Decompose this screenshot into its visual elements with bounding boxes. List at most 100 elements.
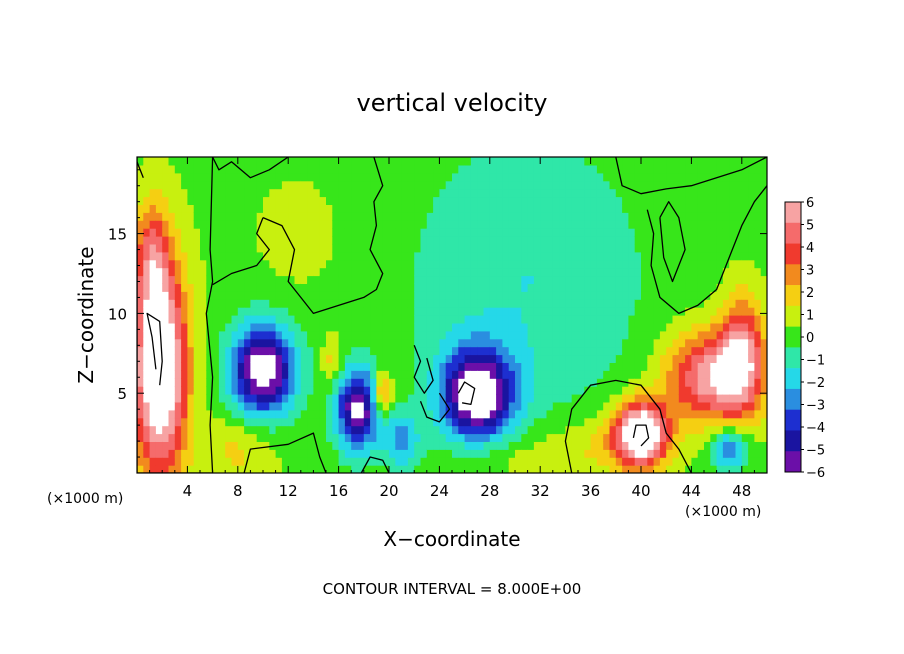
heatmap-cell — [748, 362, 755, 371]
heatmap-cell — [483, 409, 491, 419]
heatmap-cell — [596, 441, 604, 450]
heatmap-cell — [407, 449, 415, 458]
heatmap-cell — [414, 457, 422, 466]
heatmap-cell — [200, 465, 207, 473]
heatmap-cell — [578, 417, 585, 427]
heatmap-cell — [754, 417, 762, 427]
heatmap-cell — [363, 315, 371, 324]
heatmap-cell — [269, 228, 277, 237]
heatmap-cell — [722, 338, 730, 348]
heatmap-cell — [338, 370, 346, 379]
heatmap-cell — [571, 243, 579, 253]
heatmap-cell — [452, 291, 459, 300]
heatmap-cell — [540, 322, 548, 332]
heatmap-cell — [458, 307, 466, 316]
heatmap-cell — [244, 417, 251, 427]
heatmap-cell — [269, 417, 277, 427]
heatmap-cell — [521, 362, 529, 371]
heatmap-cell — [464, 220, 472, 229]
heatmap-cell — [571, 275, 579, 284]
heatmap-cell — [401, 322, 409, 332]
heatmap-cell — [445, 315, 453, 324]
heatmap-cell — [666, 315, 674, 324]
heatmap-cell — [666, 449, 674, 458]
heatmap-cell — [678, 433, 686, 442]
heatmap-cell — [168, 386, 176, 395]
heatmap-cell — [269, 354, 277, 363]
heatmap-cell — [496, 299, 503, 308]
heatmap-cell — [363, 330, 371, 340]
heatmap-cell — [162, 338, 170, 348]
heatmap-cell — [647, 275, 655, 284]
heatmap-cell — [464, 307, 472, 316]
heatmap-cell — [483, 441, 491, 450]
heatmap-cell — [596, 212, 604, 221]
heatmap-cell — [212, 409, 220, 419]
heatmap-cell — [546, 322, 554, 332]
heatmap-cell — [571, 370, 579, 379]
heatmap-cell — [691, 157, 699, 166]
heatmap-cell — [143, 307, 151, 316]
heatmap-cell — [483, 220, 491, 229]
heatmap-cell — [477, 401, 485, 411]
heatmap-cell — [149, 228, 157, 237]
heatmap-cell — [294, 457, 302, 466]
heatmap-cell — [281, 283, 289, 292]
heatmap-cell — [433, 204, 440, 213]
heatmap-cell — [615, 164, 623, 174]
heatmap-cell — [477, 243, 485, 253]
heatmap-cell — [433, 299, 440, 308]
heatmap-cell — [596, 307, 604, 316]
heatmap-cell — [666, 354, 674, 363]
heatmap-cell — [571, 259, 579, 269]
heatmap-cell — [155, 465, 163, 473]
heatmap-cell — [143, 212, 151, 221]
heatmap-cell — [691, 330, 699, 340]
heatmap-cell — [722, 164, 730, 174]
heatmap-cell — [231, 188, 239, 198]
heatmap-cell — [596, 315, 604, 324]
heatmap-cell — [634, 417, 642, 427]
heatmap-cell — [433, 330, 440, 340]
heatmap-cell — [716, 212, 724, 221]
heatmap-cell — [344, 164, 352, 174]
heatmap-cell — [615, 204, 623, 213]
heatmap-cell — [319, 433, 327, 442]
heatmap-cell — [760, 267, 767, 277]
heatmap-cell — [470, 370, 478, 379]
heatmap-cell — [149, 164, 157, 174]
heatmap-cell — [609, 322, 617, 332]
heatmap-cell — [414, 362, 422, 371]
colorbar-label: −4 — [806, 421, 825, 436]
heatmap-cell — [376, 157, 384, 166]
heatmap-cell — [389, 354, 396, 363]
heatmap-cell — [565, 267, 573, 277]
heatmap-cell — [193, 283, 201, 292]
heatmap-cell — [716, 394, 724, 403]
heatmap-cell — [288, 172, 296, 182]
heatmap-cell — [307, 180, 314, 190]
heatmap-cell — [200, 315, 207, 324]
heatmap-cell — [307, 307, 314, 316]
heatmap-cell — [137, 338, 144, 348]
heatmap-cell — [376, 196, 384, 205]
heatmap-cell — [666, 338, 674, 348]
heatmap-cell — [653, 275, 661, 284]
heatmap-cell — [187, 228, 195, 237]
heatmap-cell — [729, 164, 737, 174]
heatmap-cell — [552, 196, 560, 205]
heatmap-cell — [735, 212, 743, 221]
heatmap-cell — [326, 433, 333, 442]
heatmap-cell — [376, 378, 384, 387]
heatmap-cell — [609, 433, 617, 442]
heatmap-cell — [691, 188, 699, 198]
heatmap-cell — [420, 299, 428, 308]
heatmap-cell — [748, 220, 755, 229]
heatmap-cell — [641, 394, 648, 403]
heatmap-cell — [483, 338, 491, 348]
colorbar-swatch — [785, 347, 801, 369]
heatmap-cell — [307, 299, 314, 308]
heatmap-cell — [659, 307, 667, 316]
heatmap-cell — [596, 251, 604, 261]
heatmap-cell — [760, 188, 767, 198]
